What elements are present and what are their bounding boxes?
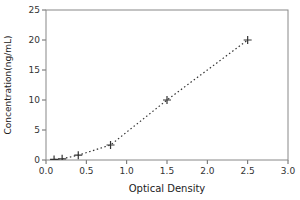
- data-point: [107, 141, 115, 149]
- series: [50, 36, 252, 160]
- x-tick-label: 0.5: [79, 166, 93, 176]
- y-tick-label: 5: [34, 125, 40, 135]
- y-tick: [42, 70, 46, 71]
- axes: 0.0 0.5 1.0 1.5 2.0 2.5 3.0 0 5 10 15 20 25: [29, 5, 296, 176]
- x-tick-label: 1.5: [160, 166, 174, 176]
- x-tick-label: 2.0: [200, 166, 215, 176]
- x-tick: [126, 160, 127, 164]
- data-point: [50, 155, 58, 160]
- x-tick: [207, 160, 208, 164]
- x-tick-label: 3.0: [281, 166, 296, 176]
- x-tick: [86, 160, 87, 164]
- y-tick: [42, 100, 46, 101]
- data-point: [163, 96, 171, 104]
- data-point: [58, 155, 66, 160]
- chart: 0.0 0.5 1.0 1.5 2.0 2.5 3.0 0 5 10 15 20 25 Optical D…: [0, 0, 300, 200]
- data-point: [244, 36, 252, 44]
- x-axis-label: Optical Density: [129, 183, 206, 194]
- x-tick: [167, 160, 168, 164]
- data-line: [54, 40, 248, 159]
- x-tick: [247, 160, 248, 164]
- plot-frame: [46, 10, 288, 160]
- y-tick: [42, 130, 46, 131]
- plot-area: [46, 10, 288, 160]
- y-tick-label: 10: [29, 95, 41, 105]
- y-tick-label: 25: [29, 5, 40, 15]
- y-tick: [42, 10, 46, 11]
- y-tick-label: 20: [29, 35, 41, 45]
- x-tick-label: 2.5: [241, 166, 255, 176]
- x-tick-label: 0.0: [39, 166, 54, 176]
- x-tick: [288, 160, 289, 164]
- y-tick: [42, 160, 46, 161]
- y-tick-label: 15: [29, 65, 40, 75]
- x-tick-label: 1.0: [120, 166, 135, 176]
- data-point: [74, 151, 82, 159]
- x-tick: [46, 160, 47, 164]
- y-tick: [42, 40, 46, 41]
- y-tick-label: 0: [34, 155, 40, 165]
- y-axis-label: Concentration(ng/mL): [3, 36, 13, 135]
